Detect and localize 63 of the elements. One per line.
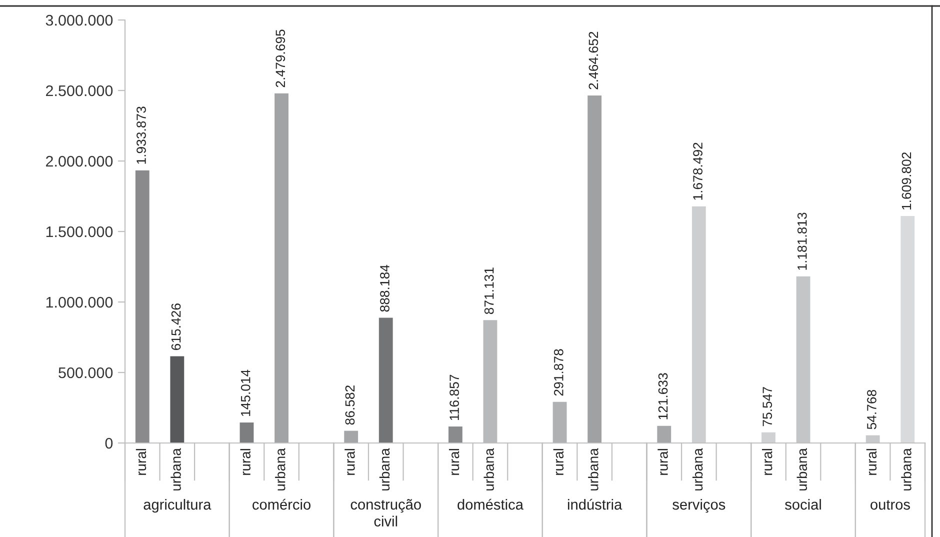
x-tick-label: rural bbox=[136, 449, 146, 475]
bar bbox=[344, 430, 358, 443]
data-label: 54.768 bbox=[867, 390, 876, 430]
y-tick-label: 500.000 bbox=[58, 367, 113, 378]
bar bbox=[483, 320, 498, 443]
bar bbox=[588, 95, 602, 443]
x-tick-label: rural bbox=[553, 449, 564, 475]
data-label: 615.426 bbox=[171, 304, 181, 350]
bar bbox=[796, 276, 810, 443]
text: comércio bbox=[252, 498, 310, 510]
text: doméstica bbox=[458, 498, 524, 510]
bar bbox=[900, 216, 915, 443]
bar bbox=[866, 435, 880, 443]
x-tick-label: urbana bbox=[379, 448, 390, 490]
bar bbox=[135, 170, 150, 443]
x-tick-label: rural bbox=[240, 449, 250, 475]
bar bbox=[762, 432, 776, 443]
y-tick-label: 2.000.000 bbox=[46, 156, 113, 167]
x-tick-label: rural bbox=[762, 449, 772, 475]
data-label: 1.609.802 bbox=[902, 152, 912, 210]
data-label: 121.633 bbox=[658, 373, 668, 420]
y-tick-label: 1.500.000 bbox=[46, 226, 113, 238]
bar bbox=[692, 206, 706, 443]
text: indústria bbox=[568, 498, 622, 510]
data-label: 888.184 bbox=[380, 264, 390, 312]
bar bbox=[378, 318, 393, 443]
x-tick-label: rural bbox=[866, 449, 877, 475]
y-tick-label: 1.000.000 bbox=[46, 296, 113, 308]
bar bbox=[170, 356, 184, 443]
data-label: 2.479.695 bbox=[276, 30, 286, 88]
data-label: 1.181.813 bbox=[797, 212, 807, 270]
text: construção civil bbox=[350, 499, 421, 526]
data-label: 291.878 bbox=[554, 349, 564, 396]
x-tick-label: rural bbox=[658, 449, 668, 475]
data-label: 145.014 bbox=[240, 370, 250, 416]
data-label: 75.547 bbox=[762, 387, 772, 426]
y-tick-label: 3.000.000 bbox=[46, 14, 113, 26]
data-label: 86.582 bbox=[345, 386, 355, 425]
x-tick-label: rural bbox=[344, 449, 355, 475]
x-tick-label: rural bbox=[448, 449, 460, 475]
bar bbox=[240, 422, 254, 443]
x-tick-label: urbana bbox=[484, 448, 494, 490]
x-tick-label: urbana bbox=[692, 448, 703, 490]
data-label: 1.933.873 bbox=[136, 106, 146, 164]
text: outros bbox=[870, 500, 910, 510]
x-tick-label: urbana bbox=[170, 448, 181, 490]
bar bbox=[274, 93, 288, 443]
x-tick-label: urbana bbox=[796, 448, 807, 490]
y-tick-label: 0 bbox=[105, 438, 113, 449]
text: agricultura bbox=[144, 499, 212, 513]
data-label: 116.857 bbox=[450, 374, 459, 420]
x-tick-label: urbana bbox=[901, 448, 912, 490]
text: serviços bbox=[672, 499, 726, 513]
y-tick-label: 2.500.000 bbox=[46, 85, 113, 96]
bar bbox=[657, 426, 672, 443]
text: social bbox=[785, 499, 821, 510]
bar bbox=[552, 402, 567, 443]
x-tick-label: urbana bbox=[588, 448, 598, 490]
bar bbox=[448, 426, 462, 443]
data-label: 2.464.652 bbox=[588, 32, 598, 90]
x-tick-label: urbana bbox=[275, 448, 286, 490]
data-label: 1.678.492 bbox=[693, 142, 702, 200]
data-label: 871.131 bbox=[484, 268, 494, 314]
